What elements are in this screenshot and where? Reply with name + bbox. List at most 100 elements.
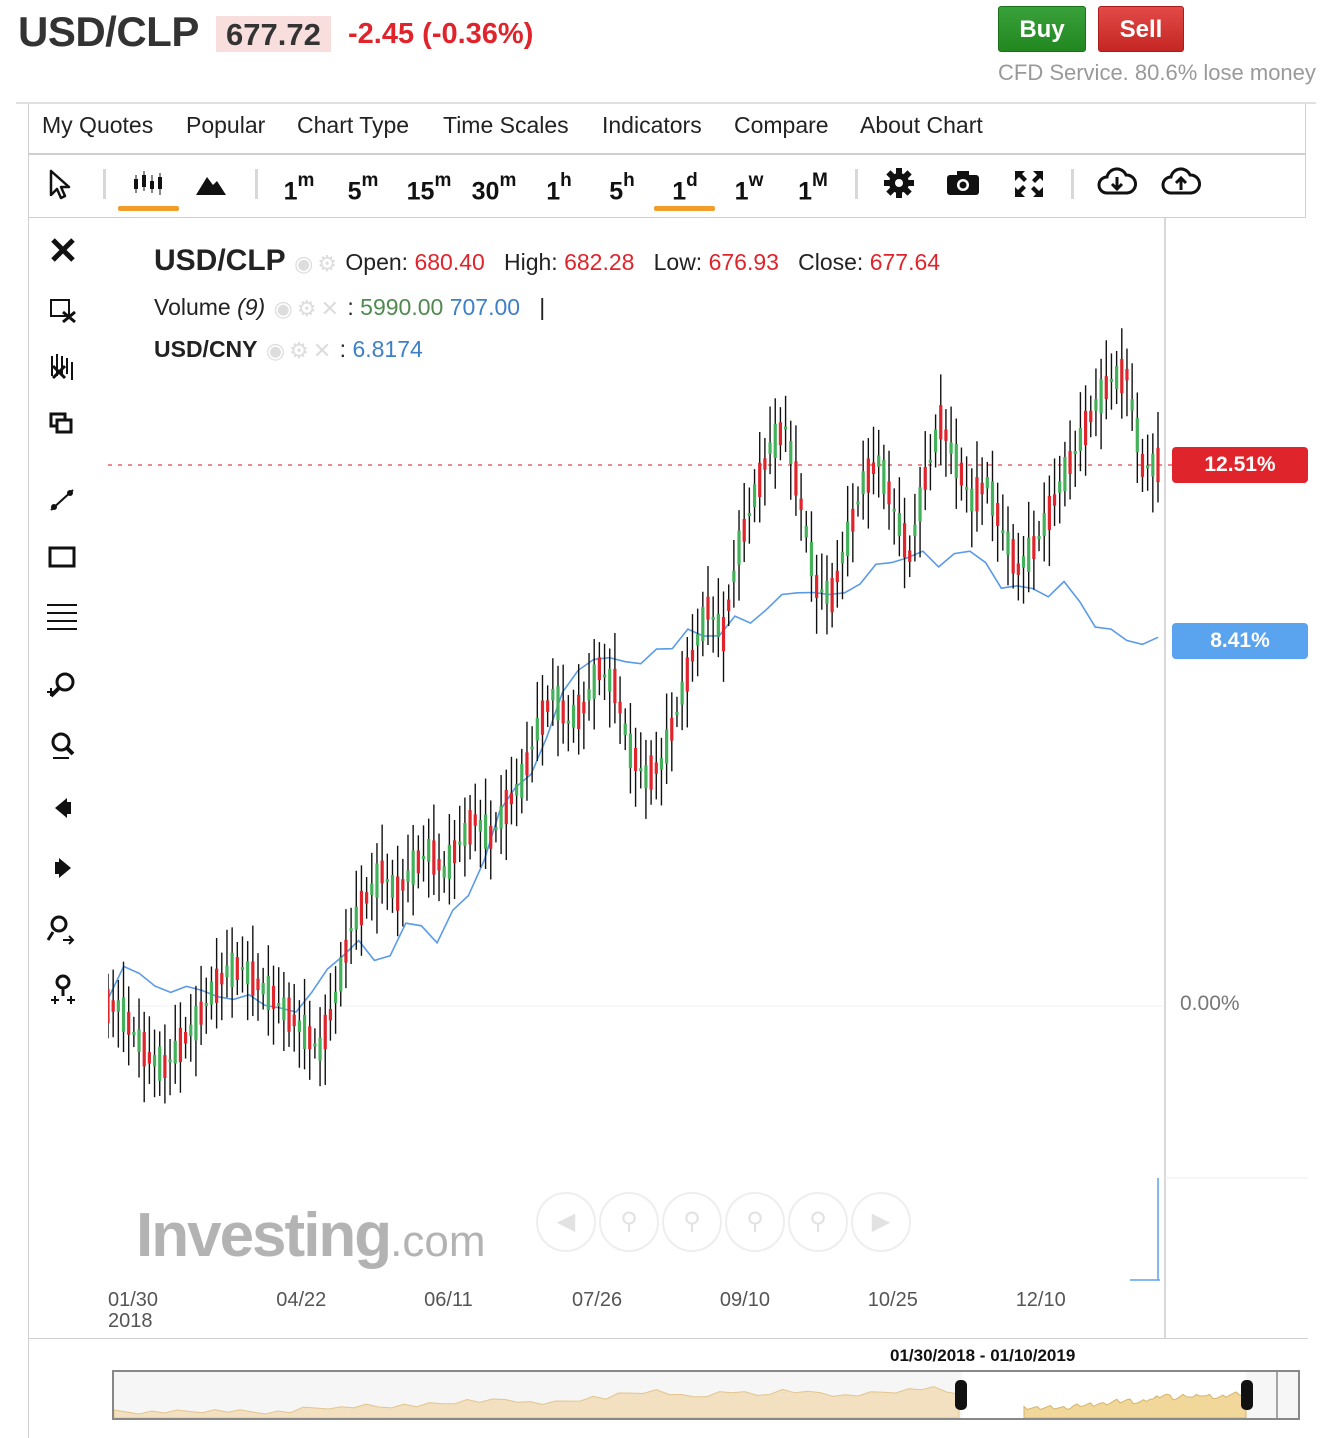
candle-body xyxy=(820,589,824,593)
scroll-left-icon[interactable] xyxy=(43,788,83,828)
nav-reset-icon[interactable]: ⚲ xyxy=(788,1192,848,1252)
candle-body xyxy=(339,957,343,992)
chart-area[interactable]: 01/30 2018 04/22 06/11 07/26 09/10 10/25 12/10 … xyxy=(108,218,1308,1338)
candle-body xyxy=(711,616,715,620)
candle-body xyxy=(918,487,922,522)
remove-faint-icon[interactable]: ✕ xyxy=(320,295,339,321)
nav-scroll-left-icon[interactable]: ◀ xyxy=(536,1192,596,1252)
remove-drawing-icon[interactable] xyxy=(43,290,83,330)
candle-body xyxy=(804,526,808,538)
candle-body xyxy=(525,752,529,776)
gear-faint-icon[interactable]: ⚙ xyxy=(317,250,338,276)
rectangle-icon[interactable] xyxy=(43,538,83,578)
x-tick-label: 12/10 xyxy=(1016,1289,1066,1311)
candle-body xyxy=(840,551,845,564)
legend-high-value: 682.28 xyxy=(564,249,635,275)
legend-high-label: High: xyxy=(503,249,558,275)
legend-volume-period: (9) xyxy=(237,294,266,320)
candle-body xyxy=(597,657,601,681)
zoom-out-icon[interactable] xyxy=(43,726,83,766)
gear-icon[interactable] xyxy=(879,163,919,207)
candle-body xyxy=(1021,556,1026,568)
menu-popular[interactable]: Popular xyxy=(186,112,266,138)
candle-body xyxy=(359,890,364,926)
sell-button[interactable]: Sell xyxy=(1098,6,1184,52)
range-navigator[interactable] xyxy=(112,1370,1300,1420)
candlestick-icon[interactable] xyxy=(127,163,171,207)
timeframe-5m[interactable]: 5m xyxy=(347,170,379,206)
cloud-download-icon[interactable] xyxy=(1095,163,1139,207)
nav-scroll-right-icon[interactable]: ▶ xyxy=(851,1192,911,1252)
candle-body xyxy=(959,462,964,486)
last-price: 677.72 xyxy=(216,16,331,52)
nav-zoom-more-icon[interactable]: ⚲ xyxy=(725,1192,785,1252)
scroll-right-icon[interactable] xyxy=(43,848,83,888)
candle-body xyxy=(1027,537,1031,572)
timeframe-30m[interactable]: 30m xyxy=(471,170,517,206)
candle-body xyxy=(1156,447,1160,483)
gear-faint-icon[interactable]: ⚙ xyxy=(296,295,317,321)
candle-body xyxy=(670,717,674,741)
reset-zoom-icon[interactable] xyxy=(43,970,83,1010)
timeframe-1mo[interactable]: 1M xyxy=(798,170,828,206)
cloud-upload-icon[interactable] xyxy=(1159,163,1203,207)
timeframe-1w[interactable]: 1w xyxy=(734,170,764,206)
eye-icon[interactable]: ◉ xyxy=(294,250,314,276)
navigator-preview[interactable] xyxy=(114,1372,1298,1418)
camera-icon[interactable] xyxy=(943,163,983,207)
candle-body xyxy=(297,1020,301,1032)
timeframe-5h[interactable]: 5h xyxy=(609,170,635,206)
candle-body xyxy=(566,720,570,724)
legend-open-value: 680.40 xyxy=(414,249,485,275)
candle-body xyxy=(447,844,451,879)
remove-all-icon[interactable] xyxy=(43,348,83,388)
timeframe-1m[interactable]: 1m xyxy=(283,170,315,206)
buy-button[interactable]: Buy xyxy=(998,6,1086,52)
remove-faint-icon[interactable]: ✕ xyxy=(312,337,332,363)
candle-body xyxy=(370,883,374,895)
candle-body xyxy=(830,578,834,613)
menu-inner: My Quotes Popular Chart Type Time Scales… xyxy=(28,104,1306,154)
eye-icon[interactable]: ◉ xyxy=(265,337,286,363)
fullscreen-icon[interactable] xyxy=(1009,163,1049,207)
candle-body xyxy=(654,762,658,774)
candle-body xyxy=(344,939,348,963)
candle-body xyxy=(235,957,239,980)
candle-body xyxy=(261,982,265,995)
menu-chart-type[interactable]: Chart Type xyxy=(297,112,410,138)
timeframe-15m[interactable]: 15m xyxy=(406,170,452,206)
menu-indicators[interactable]: Indicators xyxy=(602,112,702,138)
gear-faint-icon[interactable]: ⚙ xyxy=(289,337,309,363)
menu-compare[interactable]: Compare xyxy=(734,112,829,138)
eye-icon[interactable]: ◉ xyxy=(273,295,293,321)
menu-my-quotes[interactable]: My Quotes xyxy=(42,112,154,138)
cursor-icon[interactable] xyxy=(43,163,75,207)
candle-body xyxy=(815,575,819,598)
candle-body xyxy=(256,978,260,991)
close-icon[interactable] xyxy=(43,230,83,270)
timeframe-1d[interactable]: 1d xyxy=(672,170,698,206)
candle-body xyxy=(499,805,503,829)
zoom-in-more-icon[interactable] xyxy=(43,910,83,950)
candle-body xyxy=(1058,481,1062,493)
menu-time-scales[interactable]: Time Scales xyxy=(443,112,569,138)
trendline-icon[interactable] xyxy=(43,478,89,518)
mountain-icon[interactable] xyxy=(191,163,231,207)
menu-about-chart[interactable]: About Chart xyxy=(860,112,983,138)
candle-body xyxy=(882,459,886,495)
x-tick-label: 06/11 xyxy=(424,1289,473,1311)
candle-body xyxy=(1146,465,1150,469)
nav-zoom-out-icon[interactable]: ⚲ xyxy=(662,1192,722,1252)
candle-body xyxy=(421,856,426,860)
timeframe-1h[interactable]: 1h xyxy=(546,170,572,206)
legend-low-label: Low: xyxy=(653,249,703,275)
nav-zoom-in-icon[interactable]: ⚲ xyxy=(599,1192,659,1252)
candle-body xyxy=(308,1026,312,1050)
zoom-in-icon[interactable] xyxy=(43,666,83,706)
layers-icon[interactable] xyxy=(43,406,83,446)
candle-body xyxy=(970,488,974,512)
candle-body xyxy=(778,422,783,446)
candle-body xyxy=(349,928,353,932)
fibonacci-icon[interactable] xyxy=(43,598,83,638)
